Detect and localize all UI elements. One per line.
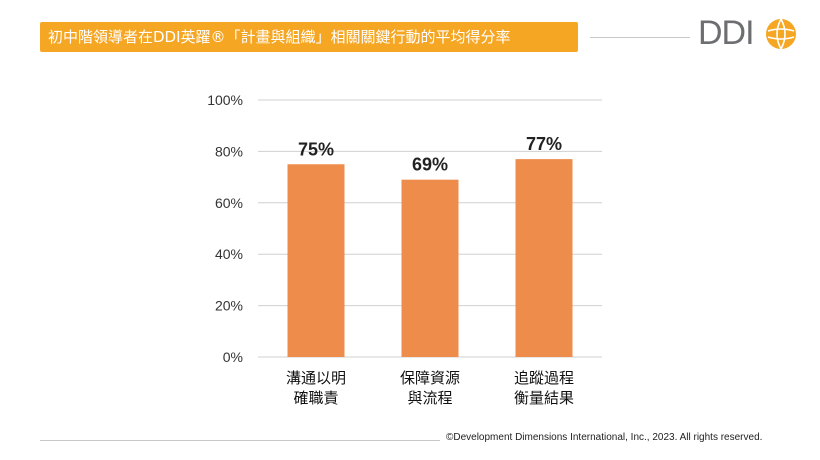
y-tick-label: 80% — [215, 143, 243, 159]
category-label: 溝通以明 — [286, 369, 346, 387]
copyright-text: ©Development Dimensions International, I… — [446, 432, 763, 443]
y-tick-label: 0% — [223, 349, 243, 365]
page-title: 初中階領導者在DDI英躍®「計畫與組織」相關關鍵行動的平均得分率 — [40, 22, 578, 52]
data-label: 75% — [298, 139, 334, 159]
data-label: 69% — [412, 155, 448, 175]
y-tick-label: 40% — [215, 246, 243, 262]
logo-text: DDI — [698, 14, 755, 52]
footer-divider — [40, 440, 440, 441]
data-label: 77% — [526, 134, 562, 154]
ddi-logo: DDI — [698, 13, 808, 53]
bar — [515, 159, 573, 357]
y-tick-label: 100% — [207, 92, 243, 108]
globe-icon — [766, 18, 796, 50]
category-label: 保障資源 — [400, 369, 460, 387]
title-divider — [590, 37, 690, 38]
y-tick-label: 20% — [215, 298, 243, 314]
y-tick-label: 60% — [215, 195, 243, 211]
bar — [401, 179, 459, 357]
category-label: 追蹤過程 — [514, 369, 574, 387]
bar — [287, 164, 345, 357]
category-label: 確職責 — [293, 389, 338, 407]
category-label: 與流程 — [407, 389, 452, 407]
category-label: 衡量結果 — [514, 389, 574, 407]
